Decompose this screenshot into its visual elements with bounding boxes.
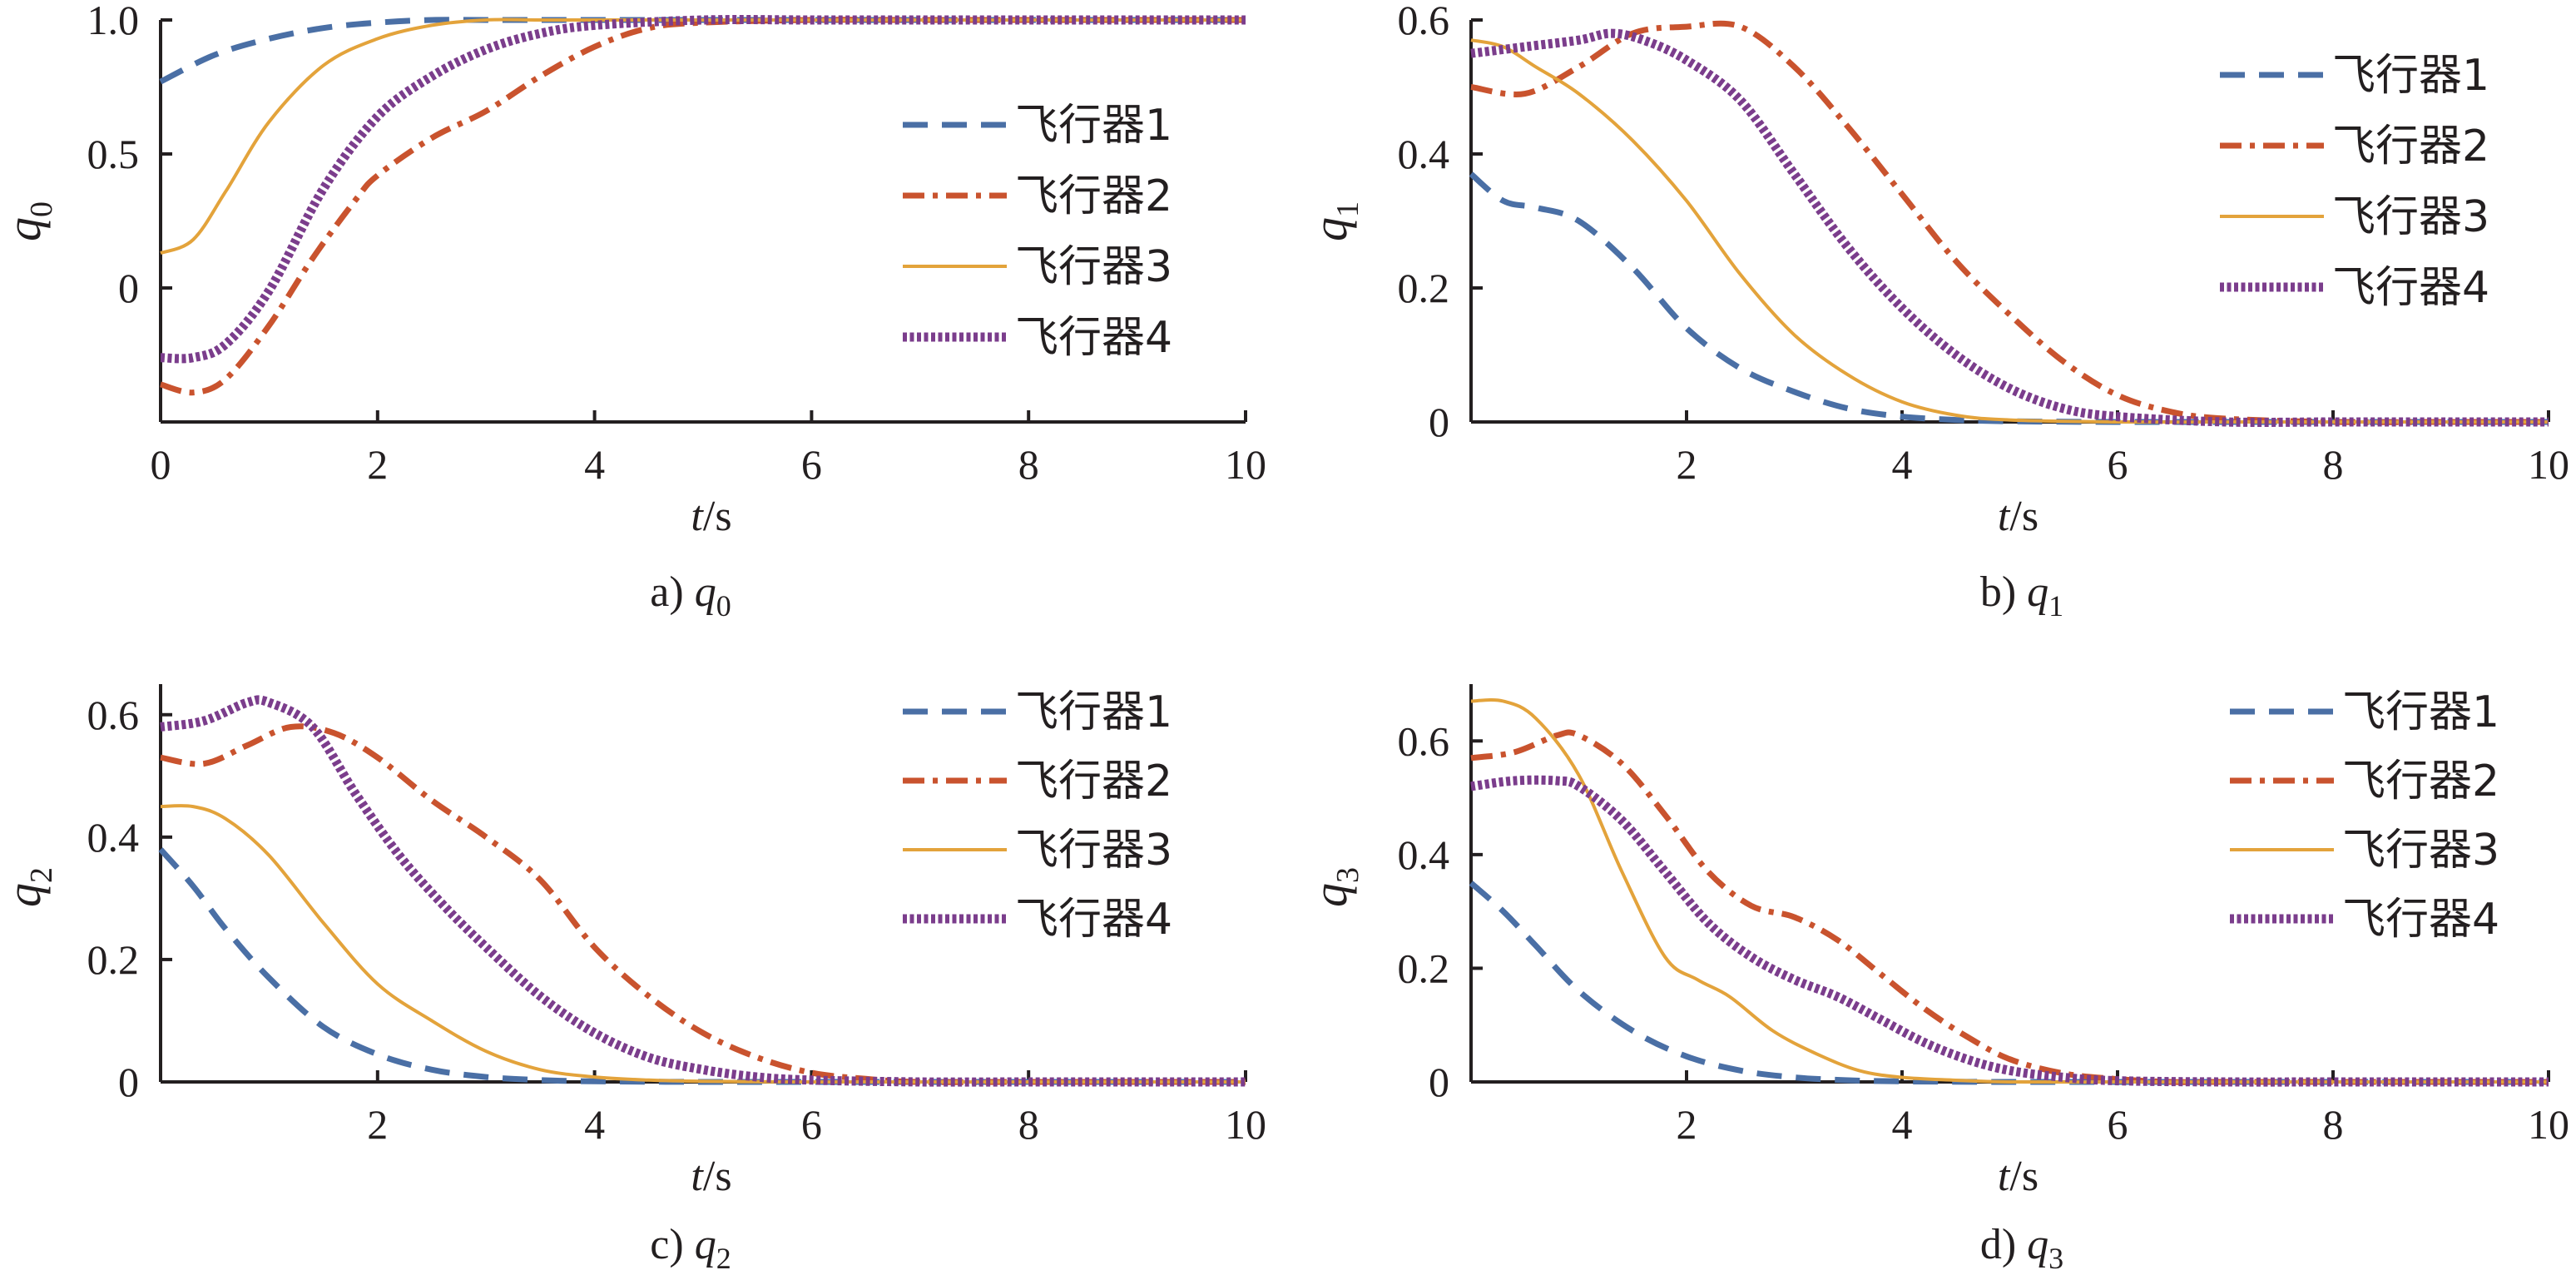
y-tick-label: 0.4 bbox=[1398, 831, 1450, 878]
legend-entry-label: 飞行器4 bbox=[2342, 895, 2499, 945]
y-tick-label: 0.2 bbox=[1398, 265, 1450, 311]
chart-panel-1: 0 2 4 6 8 10 1.0 0.5 0 q0 t/s a) q0 飞行器1 飞行器2 飞行器3 飞行器4 bbox=[0, 0, 1266, 623]
series-line-4 bbox=[1470, 28, 2549, 427]
series-line-1 bbox=[158, 847, 1246, 1085]
x-tick-label: 4 bbox=[584, 1101, 605, 1148]
y-axis-label: q1 bbox=[1303, 201, 1365, 241]
x-tick-label: 2 bbox=[367, 441, 388, 488]
y-tick-label: 1.0 bbox=[87, 0, 140, 43]
y-tick-label: 0 bbox=[1429, 399, 1449, 445]
series-line-3 bbox=[1470, 698, 2549, 1084]
x-tick-label: 6 bbox=[2108, 1101, 2128, 1148]
y-tick-label: 0.2 bbox=[1398, 945, 1450, 991]
x-tick-label: 8 bbox=[1018, 1101, 1039, 1148]
x-tick-label: 10 bbox=[1225, 1101, 1266, 1148]
y-tick-label: 0.6 bbox=[1398, 717, 1450, 764]
legend: 飞行器1 飞行器2 飞行器3 飞行器4 bbox=[2220, 51, 2489, 313]
legend: 飞行器1 飞行器2 飞行器3 飞行器4 bbox=[903, 687, 1172, 945]
legend-entry-label: 飞行器3 bbox=[1015, 826, 1172, 876]
legend-entry-label: 飞行器2 bbox=[2342, 757, 2499, 806]
legend-entry-label: 飞行器1 bbox=[2342, 687, 2499, 737]
x-tick-label: 2 bbox=[367, 1101, 388, 1148]
panel-caption: b) q1 bbox=[1980, 568, 2063, 623]
x-tick-label: 4 bbox=[584, 441, 605, 488]
legend-entry-label: 飞行器2 bbox=[1015, 171, 1172, 221]
y-axis-label: q3 bbox=[1303, 867, 1365, 907]
x-axis-label: t/s bbox=[1998, 493, 2039, 540]
y-tick-label: 0.4 bbox=[1398, 131, 1450, 177]
legend-entry-label: 飞行器1 bbox=[1015, 101, 1172, 151]
legend-entry-label: 飞行器2 bbox=[1015, 757, 1172, 806]
panel-caption: d) q3 bbox=[1980, 1221, 2063, 1275]
x-tick-label: 6 bbox=[801, 441, 822, 488]
x-tick-label: 8 bbox=[1018, 441, 1039, 488]
x-axis-label: t/s bbox=[691, 493, 731, 540]
series-line-4 bbox=[160, 15, 1246, 364]
x-tick-label: 6 bbox=[801, 1101, 822, 1148]
legend-entry-label: 飞行器1 bbox=[1015, 687, 1172, 737]
y-tick-label: 0.2 bbox=[87, 936, 140, 983]
y-axis-label: q2 bbox=[0, 867, 59, 907]
series-line-4 bbox=[160, 695, 1246, 1087]
legend-entry-label: 飞行器2 bbox=[2332, 122, 2489, 171]
x-tick-label: 8 bbox=[2323, 1101, 2344, 1148]
legend-entry-label: 飞行器3 bbox=[1015, 242, 1172, 292]
series-line-4 bbox=[1470, 775, 2549, 1087]
y-tick-label: 0.6 bbox=[1398, 0, 1450, 43]
y-tick-label: 0.4 bbox=[87, 814, 140, 861]
y-axis-label: q0 bbox=[0, 201, 59, 241]
legend-entry-label: 飞行器3 bbox=[2332, 192, 2489, 242]
legend-entry-label: 飞行器4 bbox=[2332, 263, 2489, 313]
x-tick-label: 4 bbox=[1892, 1101, 1913, 1148]
legend: 飞行器1 飞行器2 飞行器3 飞行器4 bbox=[2230, 687, 2499, 945]
legend: 飞行器1 飞行器2 飞行器3 飞行器4 bbox=[903, 101, 1172, 363]
panel-caption: a) q0 bbox=[650, 568, 731, 623]
x-tick-label: 8 bbox=[2323, 441, 2344, 488]
y-tick-label: 0.6 bbox=[87, 692, 140, 738]
x-tick-label: 2 bbox=[1677, 441, 1697, 488]
x-axis-label: t/s bbox=[1998, 1153, 2039, 1200]
panel-caption: c) q2 bbox=[650, 1221, 731, 1275]
y-tick-label: 0.5 bbox=[87, 131, 140, 177]
x-tick-label: 6 bbox=[2108, 441, 2128, 488]
x-axis-label: t/s bbox=[691, 1153, 731, 1200]
y-tick-label: 0 bbox=[1429, 1059, 1449, 1105]
x-tick-label: 10 bbox=[2528, 441, 2569, 488]
series-line-1 bbox=[159, 17, 1246, 85]
x-tick-label: 10 bbox=[1225, 441, 1266, 488]
legend-entry-label: 飞行器4 bbox=[1015, 895, 1172, 945]
series-line-3 bbox=[160, 17, 1246, 256]
legend-entry-label: 飞行器4 bbox=[1015, 313, 1172, 363]
x-tick-label: 10 bbox=[2528, 1101, 2569, 1148]
legend-entry-label: 飞行器3 bbox=[2342, 826, 2499, 876]
y-tick-label: 0 bbox=[118, 1059, 139, 1105]
legend-entry-label: 飞行器1 bbox=[2332, 51, 2489, 101]
x-tick-label: 2 bbox=[1677, 1101, 1697, 1148]
y-tick-label: 0 bbox=[118, 265, 139, 311]
x-tick-label: 0 bbox=[151, 441, 171, 488]
x-tick-label: 4 bbox=[1892, 441, 1913, 488]
